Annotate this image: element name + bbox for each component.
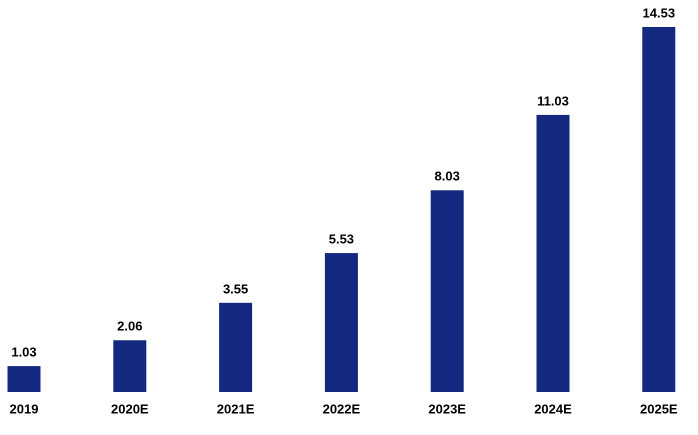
bar: [324, 253, 358, 392]
bar: [536, 114, 570, 392]
value-label: 8.03: [435, 169, 460, 184]
value-label: 3.55: [223, 281, 248, 296]
x-tick-label: 2021E: [217, 401, 255, 416]
x-tick-label: 2025E: [640, 401, 678, 416]
x-tick-label: 2024E: [534, 401, 572, 416]
bar: [219, 302, 253, 392]
value-label: 5.53: [329, 232, 354, 247]
value-label: 2.06: [117, 319, 142, 334]
x-tick-label: 2020E: [111, 401, 149, 416]
x-tick-label: 2019: [10, 401, 39, 416]
value-label: 11.03: [537, 93, 569, 108]
bar: [7, 366, 41, 392]
bar: [113, 340, 147, 392]
value-label: 1.03: [11, 345, 36, 360]
value-label: 14.53: [643, 5, 676, 20]
x-tick-label: 2023E: [428, 401, 466, 416]
bar: [642, 27, 676, 392]
x-tick-label: 2022E: [323, 401, 361, 416]
bar: [430, 190, 464, 392]
